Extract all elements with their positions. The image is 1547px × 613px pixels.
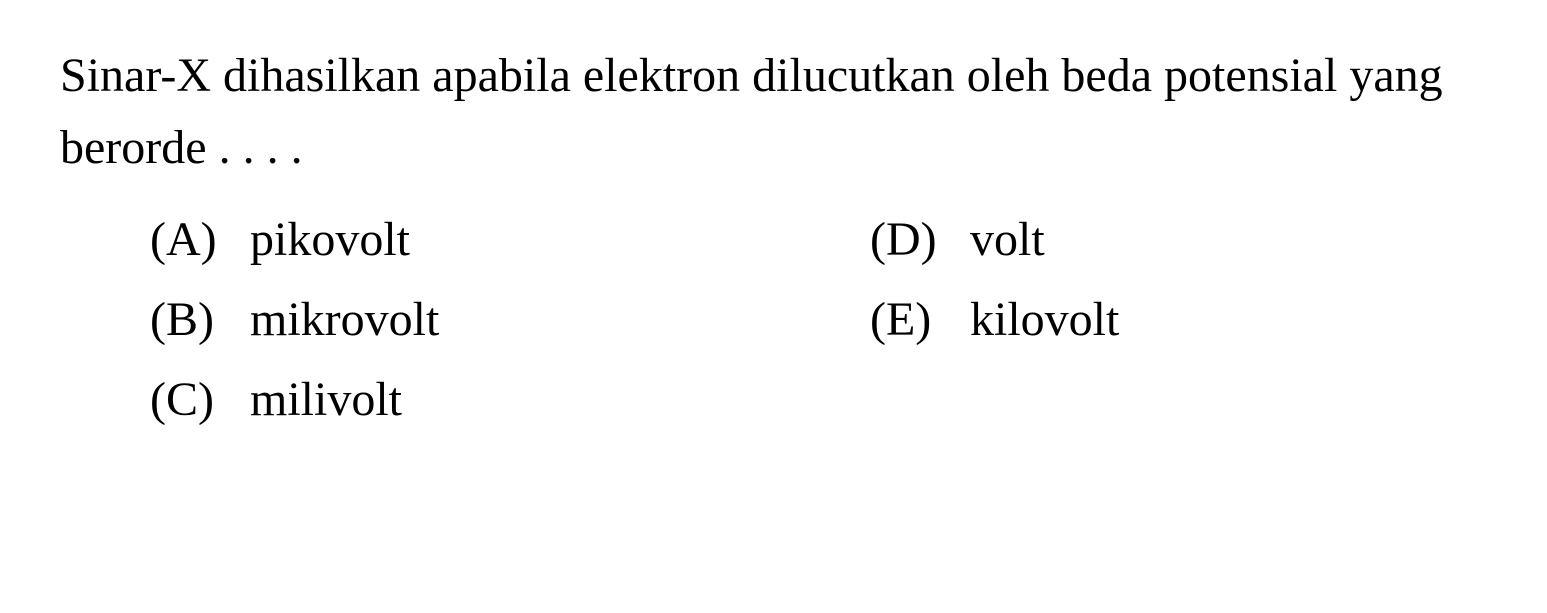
question-text: Sinar-X dihasilkan apabila elektron dilu…	[60, 40, 1487, 184]
question-container: Sinar-X dihasilkan apabila elektron dilu…	[60, 40, 1487, 444]
options-wrapper: (A) pikovolt (B) mikrovolt (C) milivolt …	[60, 204, 1487, 444]
option-b-text: mikrovolt	[250, 284, 870, 356]
option-e: (E) kilovolt	[870, 284, 1487, 356]
option-d-text: volt	[970, 204, 1487, 276]
option-b-label: (B)	[150, 284, 250, 356]
option-b: (B) mikrovolt	[150, 284, 870, 356]
option-c-text: milivolt	[250, 364, 870, 436]
option-d-label: (D)	[870, 204, 970, 276]
option-a-label: (A)	[150, 204, 250, 276]
options-column-left: (A) pikovolt (B) mikrovolt (C) milivolt	[150, 204, 870, 444]
option-e-text: kilovolt	[970, 284, 1487, 356]
option-c-label: (C)	[150, 364, 250, 436]
option-a: (A) pikovolt	[150, 204, 870, 276]
options-column-right: (D) volt (E) kilovolt	[870, 204, 1487, 444]
option-c: (C) milivolt	[150, 364, 870, 436]
option-a-text: pikovolt	[250, 204, 870, 276]
option-e-label: (E)	[870, 284, 970, 356]
option-d: (D) volt	[870, 204, 1487, 276]
